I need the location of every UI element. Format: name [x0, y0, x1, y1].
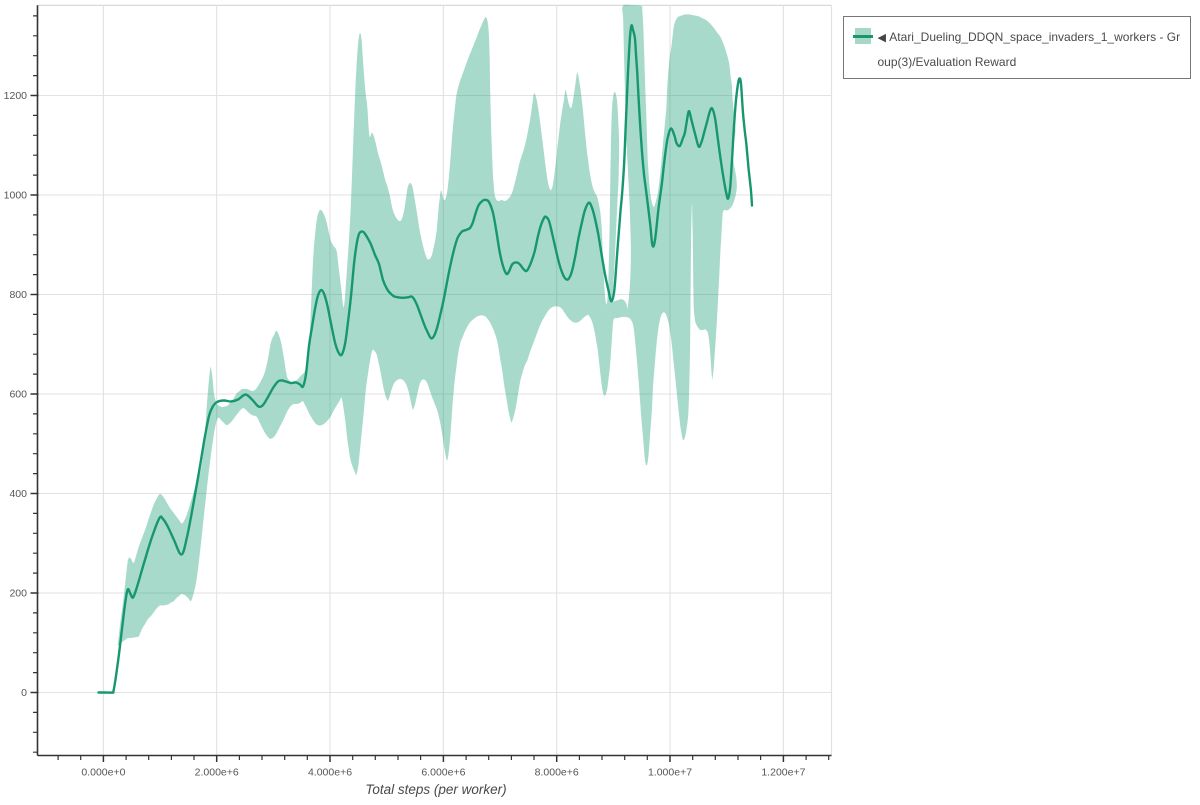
svg-text:6.000e+6: 6.000e+6 — [421, 767, 465, 779]
svg-text:800: 800 — [9, 289, 27, 301]
svg-text:600: 600 — [9, 389, 27, 401]
svg-text:200: 200 — [9, 588, 27, 600]
svg-text:400: 400 — [9, 488, 27, 500]
svg-text:1.200e+7: 1.200e+7 — [761, 767, 805, 779]
svg-text:0: 0 — [21, 687, 27, 699]
svg-text:1.000e+7: 1.000e+7 — [648, 767, 692, 779]
svg-text:8.000e+6: 8.000e+6 — [535, 767, 579, 779]
svg-text:1000: 1000 — [4, 190, 28, 202]
svg-text:2.000e+6: 2.000e+6 — [195, 767, 239, 779]
svg-text:0.000e+0: 0.000e+0 — [81, 767, 125, 779]
svg-text:4.000e+6: 4.000e+6 — [308, 767, 352, 779]
svg-text:Total steps (per worker): Total steps (per worker) — [365, 782, 506, 797]
svg-text:1200: 1200 — [4, 90, 28, 102]
